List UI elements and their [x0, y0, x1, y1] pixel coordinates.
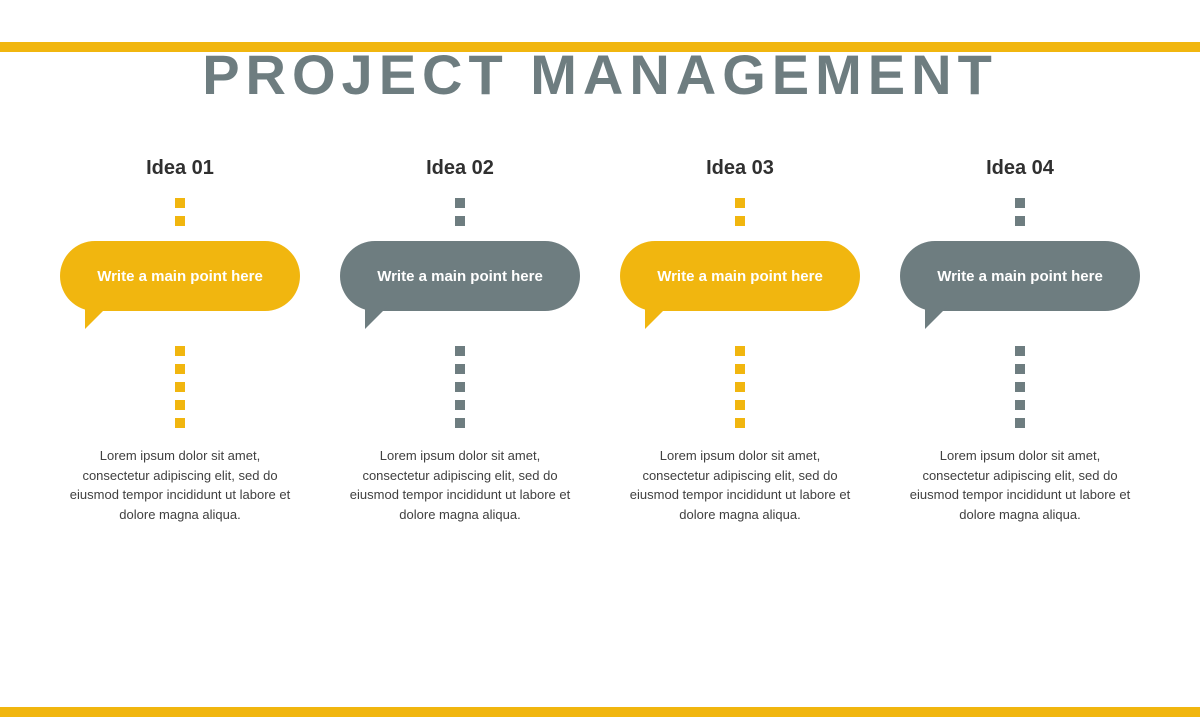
dot-icon [735, 346, 745, 356]
dot-icon [455, 364, 465, 374]
idea-column: Idea 01 Write a main point here Lorem ip… [55, 157, 305, 524]
body-text: Lorem ipsum dolor sit amet, consectetur … [55, 446, 305, 524]
dots-bottom [735, 346, 745, 428]
dot-icon [735, 198, 745, 208]
dot-icon [175, 198, 185, 208]
idea-column: Idea 03 Write a main point here Lorem ip… [615, 157, 865, 524]
dot-icon [1015, 382, 1025, 392]
main-point-text: Write a main point here [937, 268, 1103, 285]
idea-label: Idea 02 [426, 157, 494, 180]
dot-icon [455, 382, 465, 392]
dot-icon [455, 216, 465, 226]
dot-icon [455, 198, 465, 208]
dot-icon [175, 364, 185, 374]
bubble-body: Write a main point here [340, 241, 580, 311]
body-text: Lorem ipsum dolor sit amet, consectetur … [335, 446, 585, 524]
bubble-tail-icon [365, 307, 387, 329]
bubble-tail-icon [85, 307, 107, 329]
idea-label: Idea 01 [146, 157, 214, 180]
main-point-text: Write a main point here [657, 268, 823, 285]
dot-icon [1015, 216, 1025, 226]
main-point-text: Write a main point here [377, 268, 543, 285]
border-bottom [0, 707, 1200, 717]
dot-icon [1015, 364, 1025, 374]
dot-icon [175, 400, 185, 410]
main-point-text: Write a main point here [97, 268, 263, 285]
bubble-body: Write a main point here [620, 241, 860, 311]
dots-bottom [455, 346, 465, 428]
bubble-body: Write a main point here [900, 241, 1140, 311]
dot-icon [175, 216, 185, 226]
dots-top [1015, 198, 1025, 226]
dot-icon [1015, 198, 1025, 208]
dot-icon [735, 400, 745, 410]
dots-top [455, 198, 465, 226]
bubble-tail-icon [645, 307, 667, 329]
bubble-body: Write a main point here [60, 241, 300, 311]
speech-bubble: Write a main point here [620, 241, 860, 331]
speech-bubble: Write a main point here [900, 241, 1140, 331]
dot-icon [455, 418, 465, 428]
speech-bubble: Write a main point here [340, 241, 580, 331]
idea-label: Idea 04 [986, 157, 1054, 180]
idea-label: Idea 03 [706, 157, 774, 180]
speech-bubble: Write a main point here [60, 241, 300, 331]
idea-column: Idea 02 Write a main point here Lorem ip… [335, 157, 585, 524]
dots-bottom [1015, 346, 1025, 428]
dot-icon [175, 418, 185, 428]
dots-bottom [175, 346, 185, 428]
dot-icon [1015, 346, 1025, 356]
dot-icon [175, 382, 185, 392]
dot-icon [455, 346, 465, 356]
border-top [0, 42, 1200, 52]
body-text: Lorem ipsum dolor sit amet, consectetur … [615, 446, 865, 524]
dots-top [735, 198, 745, 226]
dot-icon [735, 382, 745, 392]
bubble-tail-icon [925, 307, 947, 329]
dots-top [175, 198, 185, 226]
body-text: Lorem ipsum dolor sit amet, consectetur … [895, 446, 1145, 524]
dot-icon [735, 418, 745, 428]
dot-icon [735, 364, 745, 374]
columns-container: Idea 01 Write a main point here Lorem ip… [0, 157, 1200, 524]
dot-icon [735, 216, 745, 226]
dot-icon [175, 346, 185, 356]
dot-icon [1015, 400, 1025, 410]
dot-icon [1015, 418, 1025, 428]
idea-column: Idea 04 Write a main point here Lorem ip… [895, 157, 1145, 524]
dot-icon [455, 400, 465, 410]
